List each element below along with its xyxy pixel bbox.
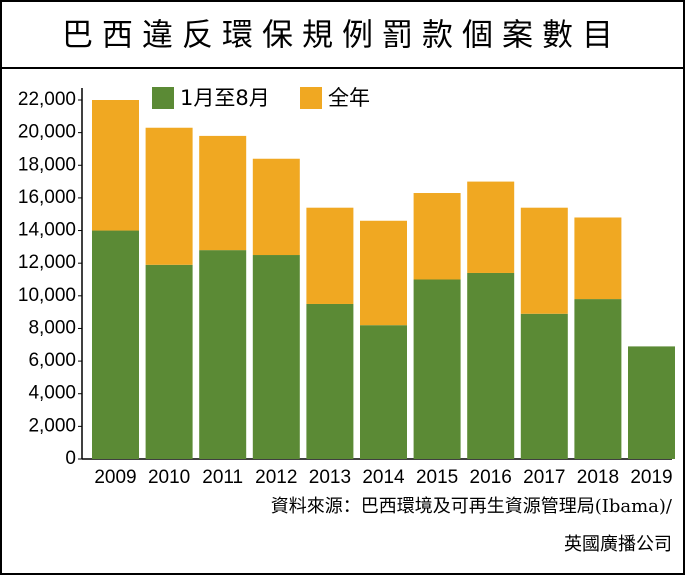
bar-segment: [306, 207, 354, 304]
bar-segment: [467, 272, 515, 459]
y-tick-label: 8,000: [28, 317, 76, 338]
bar-segment: [628, 346, 675, 459]
legend-swatch: [300, 87, 322, 109]
x-tick-label: 2016: [470, 467, 512, 488]
x-tick-label: 2015: [416, 467, 458, 488]
bar-segment: [467, 181, 515, 273]
bar-segment: [360, 325, 407, 459]
x-tick-label: 2009: [94, 467, 136, 488]
source-note: 資料來源：巴西環境及可再生資源管理局(Ibama)/: [271, 496, 673, 517]
bar-segment: [199, 250, 247, 459]
legend-label: 全年: [328, 86, 370, 110]
y-tick-label: 16,000: [18, 187, 76, 208]
x-tick-label: 2010: [148, 467, 190, 488]
y-tick-label: 0: [65, 448, 76, 469]
x-tick-label: 2014: [362, 467, 405, 488]
x-tick-label: 2012: [255, 467, 297, 488]
y-tick-label: 14,000: [18, 220, 76, 241]
bar-segment: [92, 100, 139, 231]
bar-segment: [199, 135, 247, 251]
source-note: 英國廣播公司: [564, 534, 672, 555]
chart-title: 巴西違反環保規例罰款個案數目: [62, 18, 622, 54]
bar-segment: [413, 279, 461, 459]
y-tick-label: 2,000: [28, 415, 76, 436]
x-tick-label: 2013: [309, 467, 351, 488]
y-tick-label: 18,000: [18, 154, 76, 175]
y-tick-label: 22,000: [18, 89, 76, 110]
y-tick-label: 6,000: [28, 350, 76, 371]
y-tick-label: 10,000: [18, 285, 76, 306]
bar-segment: [520, 207, 568, 314]
y-tick-label: 20,000: [18, 122, 76, 143]
bar-segment: [520, 313, 568, 459]
legend-swatch: [152, 87, 174, 109]
bar-segment: [574, 217, 622, 300]
bar-segment: [92, 230, 139, 459]
bar-segment: [252, 255, 300, 459]
bar-segment: [413, 193, 461, 280]
bar-segment: [145, 264, 193, 459]
bar-segment: [252, 158, 300, 256]
bar-segment: [360, 220, 407, 326]
bar-segment: [145, 127, 193, 265]
x-tick-label: 2017: [523, 467, 565, 488]
x-tick-label: 2011: [202, 467, 243, 488]
bar-segment: [574, 299, 622, 459]
y-tick-label: 12,000: [18, 252, 76, 273]
bar-segment: [306, 303, 354, 459]
x-tick-label: 2019: [630, 467, 672, 488]
y-tick-label: 4,000: [28, 383, 76, 404]
legend-label: 1月至8月: [180, 86, 270, 110]
x-tick-label: 2018: [577, 467, 619, 488]
